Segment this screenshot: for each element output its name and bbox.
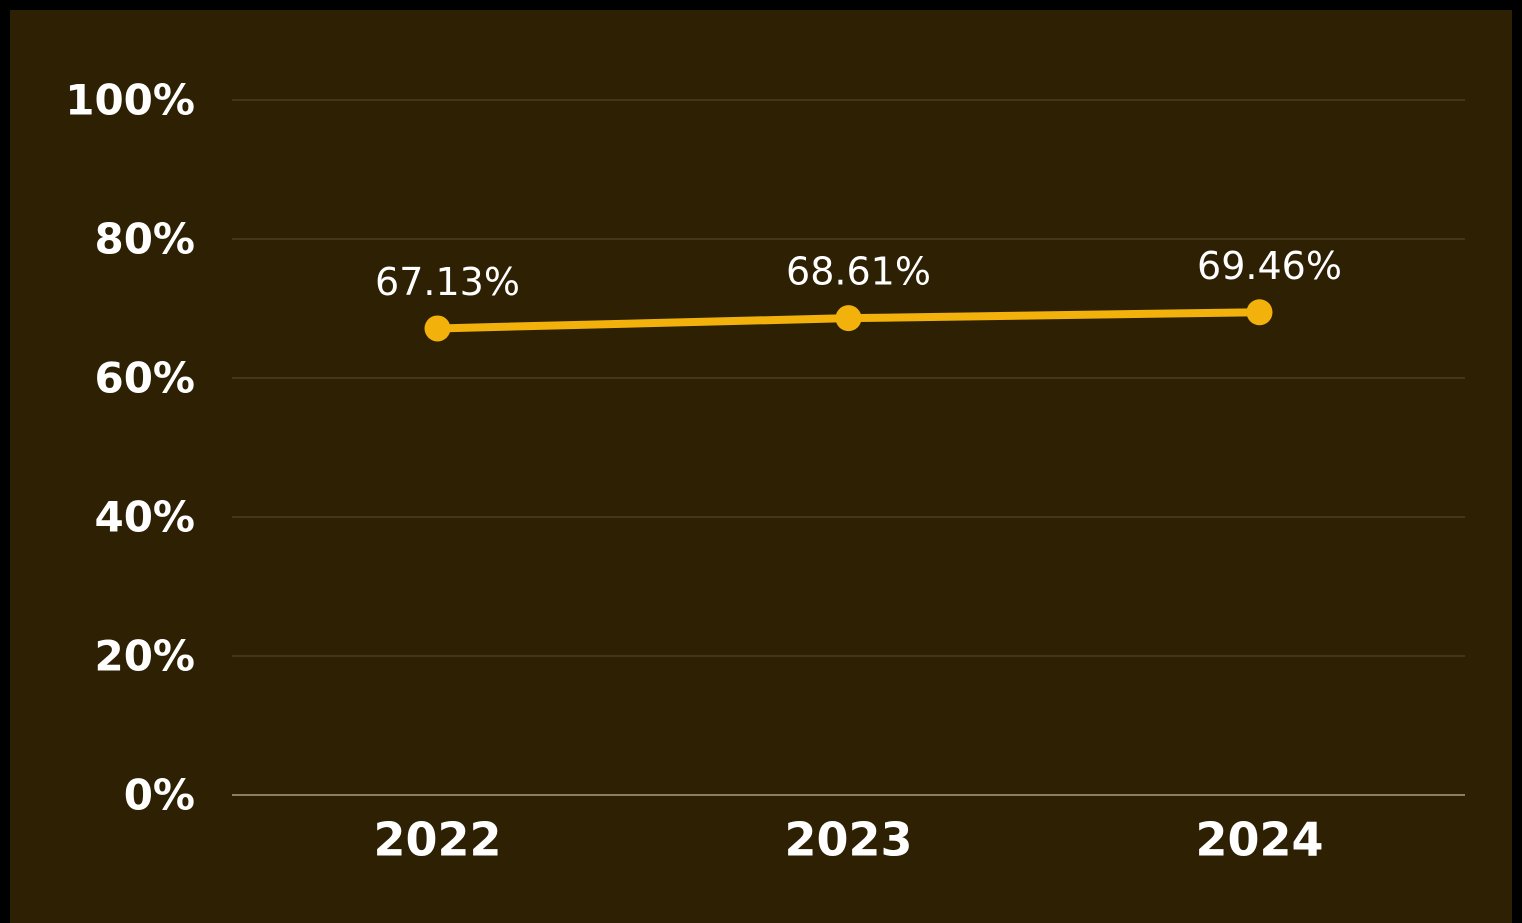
point [1246, 299, 1273, 326]
data-label: 67.13% [375, 260, 520, 304]
background [10, 10, 1512, 923]
point [424, 315, 451, 342]
y-tick-label: 80% [94, 215, 195, 264]
x-tick-label: 2022 [373, 813, 501, 867]
x-tick-label: 2024 [1195, 813, 1323, 867]
y-tick-label: 100% [65, 76, 195, 125]
y-tick-label: 60% [94, 354, 195, 403]
data-label: 69.46% [1197, 244, 1342, 288]
y-tick-label: 0% [124, 771, 195, 820]
x-tick-label: 2023 [784, 813, 912, 867]
point [835, 305, 862, 332]
y-tick-label: 20% [94, 632, 195, 681]
data-label: 68.61% [786, 250, 931, 294]
y-tick-label: 40% [94, 493, 195, 542]
